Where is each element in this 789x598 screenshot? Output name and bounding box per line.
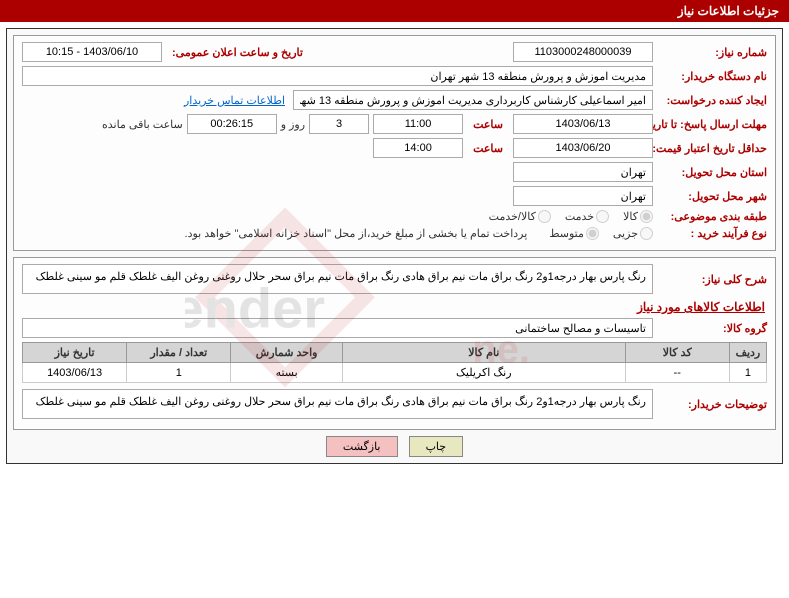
radio-small[interactable]: جزیی bbox=[603, 227, 653, 240]
days-field bbox=[309, 114, 369, 134]
time-label-2: ساعت bbox=[467, 142, 509, 155]
desc-text: رنگ پارس بهار درجه1و2 رنگ براق مات نیم ب… bbox=[22, 264, 653, 294]
radio-goods[interactable]: کالا bbox=[613, 210, 653, 223]
payment-note: پرداخت تمام یا بخشی از مبلغ خرید،از محل … bbox=[185, 227, 536, 240]
radio-medium[interactable]: متوسط bbox=[539, 227, 599, 240]
validity-label: حداقل تاریخ اعتبار قیمت: تا تاریخ: bbox=[657, 142, 767, 155]
radio-service[interactable]: خدمت bbox=[555, 210, 609, 223]
info-section: شماره نیاز: تاریخ و ساعت اعلان عمومی: نا… bbox=[13, 35, 776, 251]
buyer-notes-text: رنگ پارس بهار درجه1و2 رنگ براق مات نیم ب… bbox=[22, 389, 653, 419]
city-field bbox=[513, 186, 653, 206]
cell-name: رنگ اکریلیک bbox=[342, 363, 625, 383]
cell-unit: بسته bbox=[231, 363, 343, 383]
deadline-time-field bbox=[373, 114, 463, 134]
category-label: طبقه بندی موضوعی: bbox=[657, 210, 767, 223]
main-container: شماره نیاز: تاریخ و ساعت اعلان عمومی: نا… bbox=[6, 28, 783, 464]
th-qty: تعداد / مقدار bbox=[127, 343, 231, 363]
validity-time-field bbox=[373, 138, 463, 158]
city-label: شهر محل تحویل: bbox=[657, 190, 767, 203]
pub-dt-field bbox=[22, 42, 162, 62]
th-date: تاریخ نیاز bbox=[23, 343, 127, 363]
need-no-field bbox=[513, 42, 653, 62]
th-unit: واحد شمارش bbox=[231, 343, 343, 363]
th-idx: ردیف bbox=[729, 343, 766, 363]
button-row: چاپ بازگشت bbox=[13, 436, 776, 457]
table-row: 1 -- رنگ اکریلیک بسته 1 1403/06/13 bbox=[23, 363, 767, 383]
time-label-1: ساعت bbox=[467, 118, 509, 131]
ptype-label: نوع فرآیند خرید : bbox=[657, 227, 767, 240]
cell-date: 1403/06/13 bbox=[23, 363, 127, 383]
cell-idx: 1 bbox=[729, 363, 766, 383]
province-label: استان محل تحویل: bbox=[657, 166, 767, 179]
group-field bbox=[22, 318, 653, 338]
back-button[interactable]: بازگشت bbox=[326, 436, 398, 457]
cell-code: -- bbox=[625, 363, 729, 383]
radio-both[interactable]: کالا/خدمت bbox=[479, 210, 551, 223]
buyer-label: نام دستگاه خریدار: bbox=[657, 70, 767, 83]
desc-label: شرح کلی نیاز: bbox=[657, 273, 767, 286]
remaining-label: ساعت باقی مانده bbox=[102, 118, 183, 131]
cell-qty: 1 bbox=[127, 363, 231, 383]
deadline-date-field bbox=[513, 114, 653, 134]
buyer-contact-link[interactable]: اطلاعات تماس خریدار bbox=[180, 94, 289, 107]
items-table: ردیف کد کالا نام کالا واحد شمارش تعداد /… bbox=[22, 342, 767, 383]
page-header: جزئیات اطلاعات نیاز bbox=[0, 0, 789, 22]
need-no-label: شماره نیاز: bbox=[657, 46, 767, 59]
creator-field bbox=[293, 90, 653, 110]
items-title: اطلاعات کالاهای مورد نیاز bbox=[24, 300, 765, 314]
buyer-field bbox=[22, 66, 653, 86]
detail-section: شرح کلی نیاز: رنگ پارس بهار درجه1و2 رنگ … bbox=[13, 257, 776, 430]
buyer-notes-label: توضیحات خریدار: bbox=[657, 398, 767, 411]
pub-dt-label: تاریخ و ساعت اعلان عمومی: bbox=[166, 46, 309, 59]
validity-date-field bbox=[513, 138, 653, 158]
th-code: کد کالا bbox=[625, 343, 729, 363]
table-header-row: ردیف کد کالا نام کالا واحد شمارش تعداد /… bbox=[23, 343, 767, 363]
countdown-field bbox=[187, 114, 277, 134]
days-and-label: روز و bbox=[281, 118, 305, 131]
group-label: گروه کالا: bbox=[657, 322, 767, 335]
deadline-label: مهلت ارسال پاسخ: تا تاریخ: bbox=[657, 118, 767, 131]
ptype-radio-group: جزیی متوسط bbox=[539, 227, 653, 240]
province-field bbox=[513, 162, 653, 182]
category-radio-group: کالا خدمت کالا/خدمت bbox=[479, 210, 653, 223]
creator-label: ایجاد کننده درخواست: bbox=[657, 94, 767, 107]
print-button[interactable]: چاپ bbox=[409, 436, 464, 457]
th-name: نام کالا bbox=[342, 343, 625, 363]
